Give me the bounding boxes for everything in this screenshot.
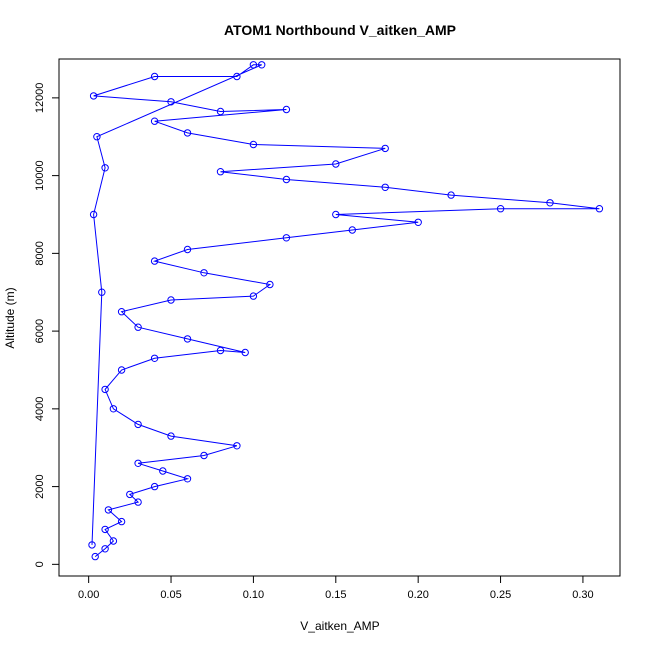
data-point <box>200 451 208 460</box>
data-point <box>89 210 98 219</box>
data-point <box>282 105 291 114</box>
data-point <box>348 226 356 234</box>
y-tick-label: 4000 <box>34 397 46 421</box>
x-tick-label: 0.05 <box>160 589 181 601</box>
y-tick-label: 12000 <box>34 83 46 114</box>
data-point <box>381 144 389 153</box>
data-point <box>282 175 291 184</box>
y-axis: 0 2000 4000 6000 8000 10000 12000 <box>34 83 60 567</box>
data-point <box>150 257 159 265</box>
x-tick-label: 0.10 <box>243 589 264 601</box>
data-point <box>332 160 340 168</box>
data-point <box>200 269 208 277</box>
data-point <box>150 354 159 362</box>
data-point <box>101 385 109 394</box>
data-point <box>595 205 604 213</box>
chart-title: ATOM1 Northbound V_aitken_AMP <box>224 22 456 38</box>
data-point <box>183 129 192 137</box>
data-point <box>93 133 101 141</box>
data-point <box>101 164 109 172</box>
data-point <box>496 205 505 213</box>
data-layer <box>88 61 604 561</box>
data-point <box>216 168 225 176</box>
data-point <box>249 292 258 300</box>
data-point <box>134 498 142 506</box>
data-point <box>381 183 389 192</box>
data-point <box>546 199 554 207</box>
data-point <box>266 280 274 289</box>
data-point <box>98 288 106 296</box>
data-point <box>447 191 455 199</box>
x-tick-label: 0.00 <box>78 589 99 601</box>
x-tick-label: 0.15 <box>325 589 346 601</box>
data-point <box>167 432 175 440</box>
data-point <box>183 245 192 254</box>
data-point <box>414 218 422 227</box>
data-point <box>159 467 167 475</box>
x-tick-label: 0.30 <box>572 589 593 601</box>
data-point <box>117 366 126 374</box>
data-point <box>233 442 241 450</box>
data-point <box>150 117 159 125</box>
y-tick-label: 10000 <box>34 160 46 191</box>
data-point <box>233 72 241 81</box>
data-point <box>150 482 159 491</box>
data-point <box>249 140 258 149</box>
data-point <box>241 348 249 357</box>
data-point <box>104 506 113 514</box>
data-point <box>282 234 291 242</box>
data-point <box>88 541 96 549</box>
data-point <box>249 61 258 69</box>
y-axis-label: Altitude (m) <box>3 287 17 348</box>
data-point <box>126 490 134 499</box>
x-tick-label: 0.25 <box>490 589 511 601</box>
y-tick-label: 8000 <box>34 241 46 265</box>
data-point <box>332 210 340 219</box>
data-point <box>134 323 142 331</box>
x-tick-label: 0.20 <box>407 589 428 601</box>
x-axis: 0.00 0.05 0.10 0.15 0.20 0.25 0.30 <box>78 575 594 601</box>
y-tick-label: 6000 <box>34 319 46 343</box>
data-point <box>89 92 98 100</box>
data-point <box>109 537 118 545</box>
data-point <box>101 525 109 534</box>
series-line <box>91 64 600 557</box>
data-point <box>134 459 142 467</box>
data-point <box>167 98 175 106</box>
data-point <box>109 405 118 413</box>
data-point <box>183 475 192 483</box>
data-point <box>167 296 175 304</box>
data-point <box>117 308 126 316</box>
data-point <box>183 335 192 343</box>
y-tick-label: 2000 <box>34 474 46 498</box>
plot-frame <box>58 58 621 577</box>
data-point <box>216 107 225 116</box>
y-tick-label: 0 <box>34 561 46 567</box>
data-point <box>101 545 109 553</box>
data-point <box>91 552 99 561</box>
data-point <box>258 61 266 69</box>
data-point <box>117 517 126 526</box>
data-point <box>216 346 225 355</box>
data-point <box>134 420 142 429</box>
data-point <box>150 72 159 81</box>
x-axis-label: V_aitken_AMP <box>300 619 379 633</box>
